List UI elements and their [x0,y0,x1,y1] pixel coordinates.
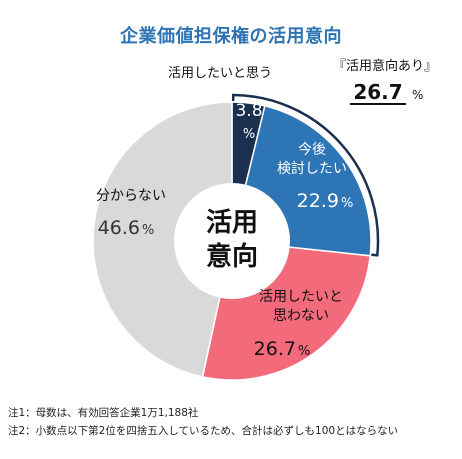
center-hole [174,183,290,299]
slice-label-4-line-1: 分からない [96,188,166,204]
slice-value-3: 26.7% [254,338,311,360]
pie-slices [92,101,372,381]
callout-value: 26.7 [353,80,402,104]
center-label-line-2: 意向 [206,241,258,272]
slice-label-1-line-1: 活用したいと思う [168,66,272,81]
callout-unit: % [412,88,423,102]
slice-label-2-line-1: 今後 [298,142,326,158]
footnote-1: 注1：母数は、有効回答企業1万1,188社 [8,407,199,419]
slice-value-2-number: 22.9 [297,190,339,212]
slice-value-3-unit: % [298,344,310,359]
slice-value-1: 3.8% [235,101,262,142]
slice-label-3-line-2: 思わない [273,308,329,324]
center-label-line-1: 活用 [206,208,258,238]
slice-value-1-number: 3.8 [235,101,262,121]
slice-value-4-unit: % [142,223,154,238]
slice-value-2-unit: % [341,196,353,211]
slice-value-4-number: 46.6 [98,217,140,239]
slice-value-2: 22.9% [297,190,354,212]
slice-label-3-line-1: 活用したいと [259,289,343,305]
pie-slice-4 [92,101,233,378]
chart-title: 企業価値担保権の活用意向 [120,26,342,47]
slice-value-4: 46.6% [98,217,155,239]
callout-bracket [231,93,380,257]
callout-label: 『活用意向あり』 [333,58,437,74]
slice-label-2-line-2: 検討したい [277,161,347,177]
slice-value-3-number: 26.7 [254,338,296,360]
slice-value-1-unit: % [243,127,255,142]
footnote-2: 注2：小数点以下第2位を四捨五入しているため、合計は必ずしも100とはならない [8,425,399,437]
